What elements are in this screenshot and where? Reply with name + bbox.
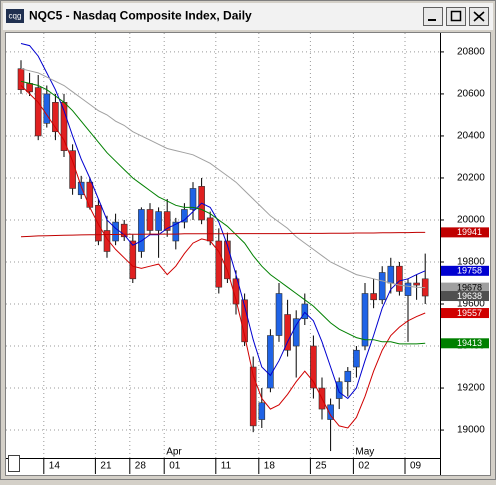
indicator-line bbox=[20, 80, 426, 345]
candle-body bbox=[138, 209, 145, 252]
candle-body bbox=[361, 293, 369, 347]
y-tick-label: 20600 bbox=[457, 89, 485, 100]
window-title: NQC5 - Nasdaq Composite Index, Daily bbox=[29, 9, 252, 23]
candle-body bbox=[396, 265, 403, 292]
candle-body bbox=[378, 272, 386, 301]
month-label: May bbox=[355, 447, 374, 458]
x-tick-label: 28 bbox=[135, 461, 147, 472]
candle-body bbox=[17, 68, 25, 91]
x-tick-label: 18 bbox=[264, 461, 276, 472]
chart-frame bbox=[5, 32, 491, 476]
candle-body bbox=[275, 293, 283, 336]
candle-body bbox=[43, 93, 51, 124]
app-icon-text: cqg bbox=[9, 12, 22, 21]
y-tick-label: 20000 bbox=[457, 215, 485, 226]
candle-body bbox=[353, 349, 360, 368]
window-buttons[interactable] bbox=[423, 7, 489, 26]
title-bar bbox=[3, 3, 493, 30]
candle-body bbox=[301, 303, 309, 320]
x-tick-label: 25 bbox=[315, 461, 327, 472]
scroll-box[interactable] bbox=[8, 455, 20, 472]
app-icon bbox=[6, 9, 24, 23]
candle-body bbox=[387, 265, 395, 284]
candle-body bbox=[327, 404, 334, 420]
candle-body bbox=[267, 335, 274, 389]
candle-body bbox=[181, 209, 188, 223]
maximize-button[interactable] bbox=[446, 7, 466, 26]
y-tick-label: 19000 bbox=[457, 425, 485, 436]
value-tag bbox=[441, 291, 489, 302]
indicator-line bbox=[20, 85, 426, 429]
close-glyph bbox=[473, 11, 485, 22]
candle-body bbox=[241, 299, 248, 343]
candle-body bbox=[335, 381, 343, 399]
value-tag bbox=[441, 338, 489, 349]
plot: 1900019200194001960019800200002020020400… bbox=[6, 33, 489, 474]
candle-body bbox=[249, 366, 257, 427]
candle-body bbox=[292, 318, 300, 347]
value-tag bbox=[441, 227, 489, 238]
x-tick-label: 09 bbox=[410, 461, 422, 472]
candle-body bbox=[344, 370, 352, 383]
candle-body bbox=[120, 223, 128, 238]
x-tick-label: 02 bbox=[358, 461, 370, 472]
y-tick-label: 19800 bbox=[457, 257, 485, 268]
minimize-button[interactable] bbox=[423, 7, 443, 26]
candle-body bbox=[155, 211, 162, 231]
value-tag-label: 19678 bbox=[457, 282, 482, 292]
y-tick-label: 20200 bbox=[457, 173, 485, 184]
candle-body bbox=[103, 230, 111, 252]
value-tag bbox=[441, 308, 489, 319]
candle-body bbox=[163, 211, 171, 231]
candle-body bbox=[404, 282, 412, 296]
candle-body bbox=[413, 282, 420, 286]
indicator-line bbox=[20, 231, 426, 238]
indicator-line bbox=[20, 68, 426, 289]
candle-body bbox=[284, 314, 291, 351]
candle-body bbox=[77, 181, 85, 196]
candle-body bbox=[129, 240, 137, 280]
value-tag-label: 19413 bbox=[457, 338, 482, 348]
month-label: Apr bbox=[166, 447, 182, 458]
candle-body bbox=[215, 240, 223, 288]
x-tick-label: 11 bbox=[221, 461, 232, 472]
candle-body bbox=[370, 293, 377, 301]
y-tick-label: 19200 bbox=[457, 383, 485, 394]
candle-body bbox=[310, 345, 317, 389]
candle-body bbox=[224, 240, 231, 280]
candle-body bbox=[206, 217, 214, 242]
y-tick-label: 20800 bbox=[457, 47, 485, 58]
candle-body bbox=[146, 209, 154, 231]
value-tag-label: 19758 bbox=[457, 266, 482, 276]
value-tag bbox=[441, 282, 489, 293]
y-tick-label: 20400 bbox=[457, 131, 485, 142]
value-tag-label: 19638 bbox=[457, 291, 482, 301]
x-tick-label: 14 bbox=[49, 461, 61, 472]
value-tag-label: 19557 bbox=[457, 308, 482, 318]
candle-body bbox=[52, 102, 59, 133]
value-tag-label: 19941 bbox=[457, 227, 482, 237]
x-tick-label: 01 bbox=[169, 461, 181, 472]
candle-body bbox=[112, 221, 119, 242]
maximize-glyph bbox=[450, 10, 462, 22]
candle-body bbox=[258, 402, 266, 420]
x-tick-label: 21 bbox=[100, 461, 112, 472]
candle-body bbox=[172, 221, 180, 242]
y-tick-label: 19600 bbox=[457, 299, 485, 310]
candle-body bbox=[26, 83, 33, 93]
candle-body bbox=[189, 188, 197, 210]
candle-body bbox=[232, 278, 240, 305]
candle-body bbox=[34, 87, 42, 137]
value-tag bbox=[441, 265, 489, 276]
